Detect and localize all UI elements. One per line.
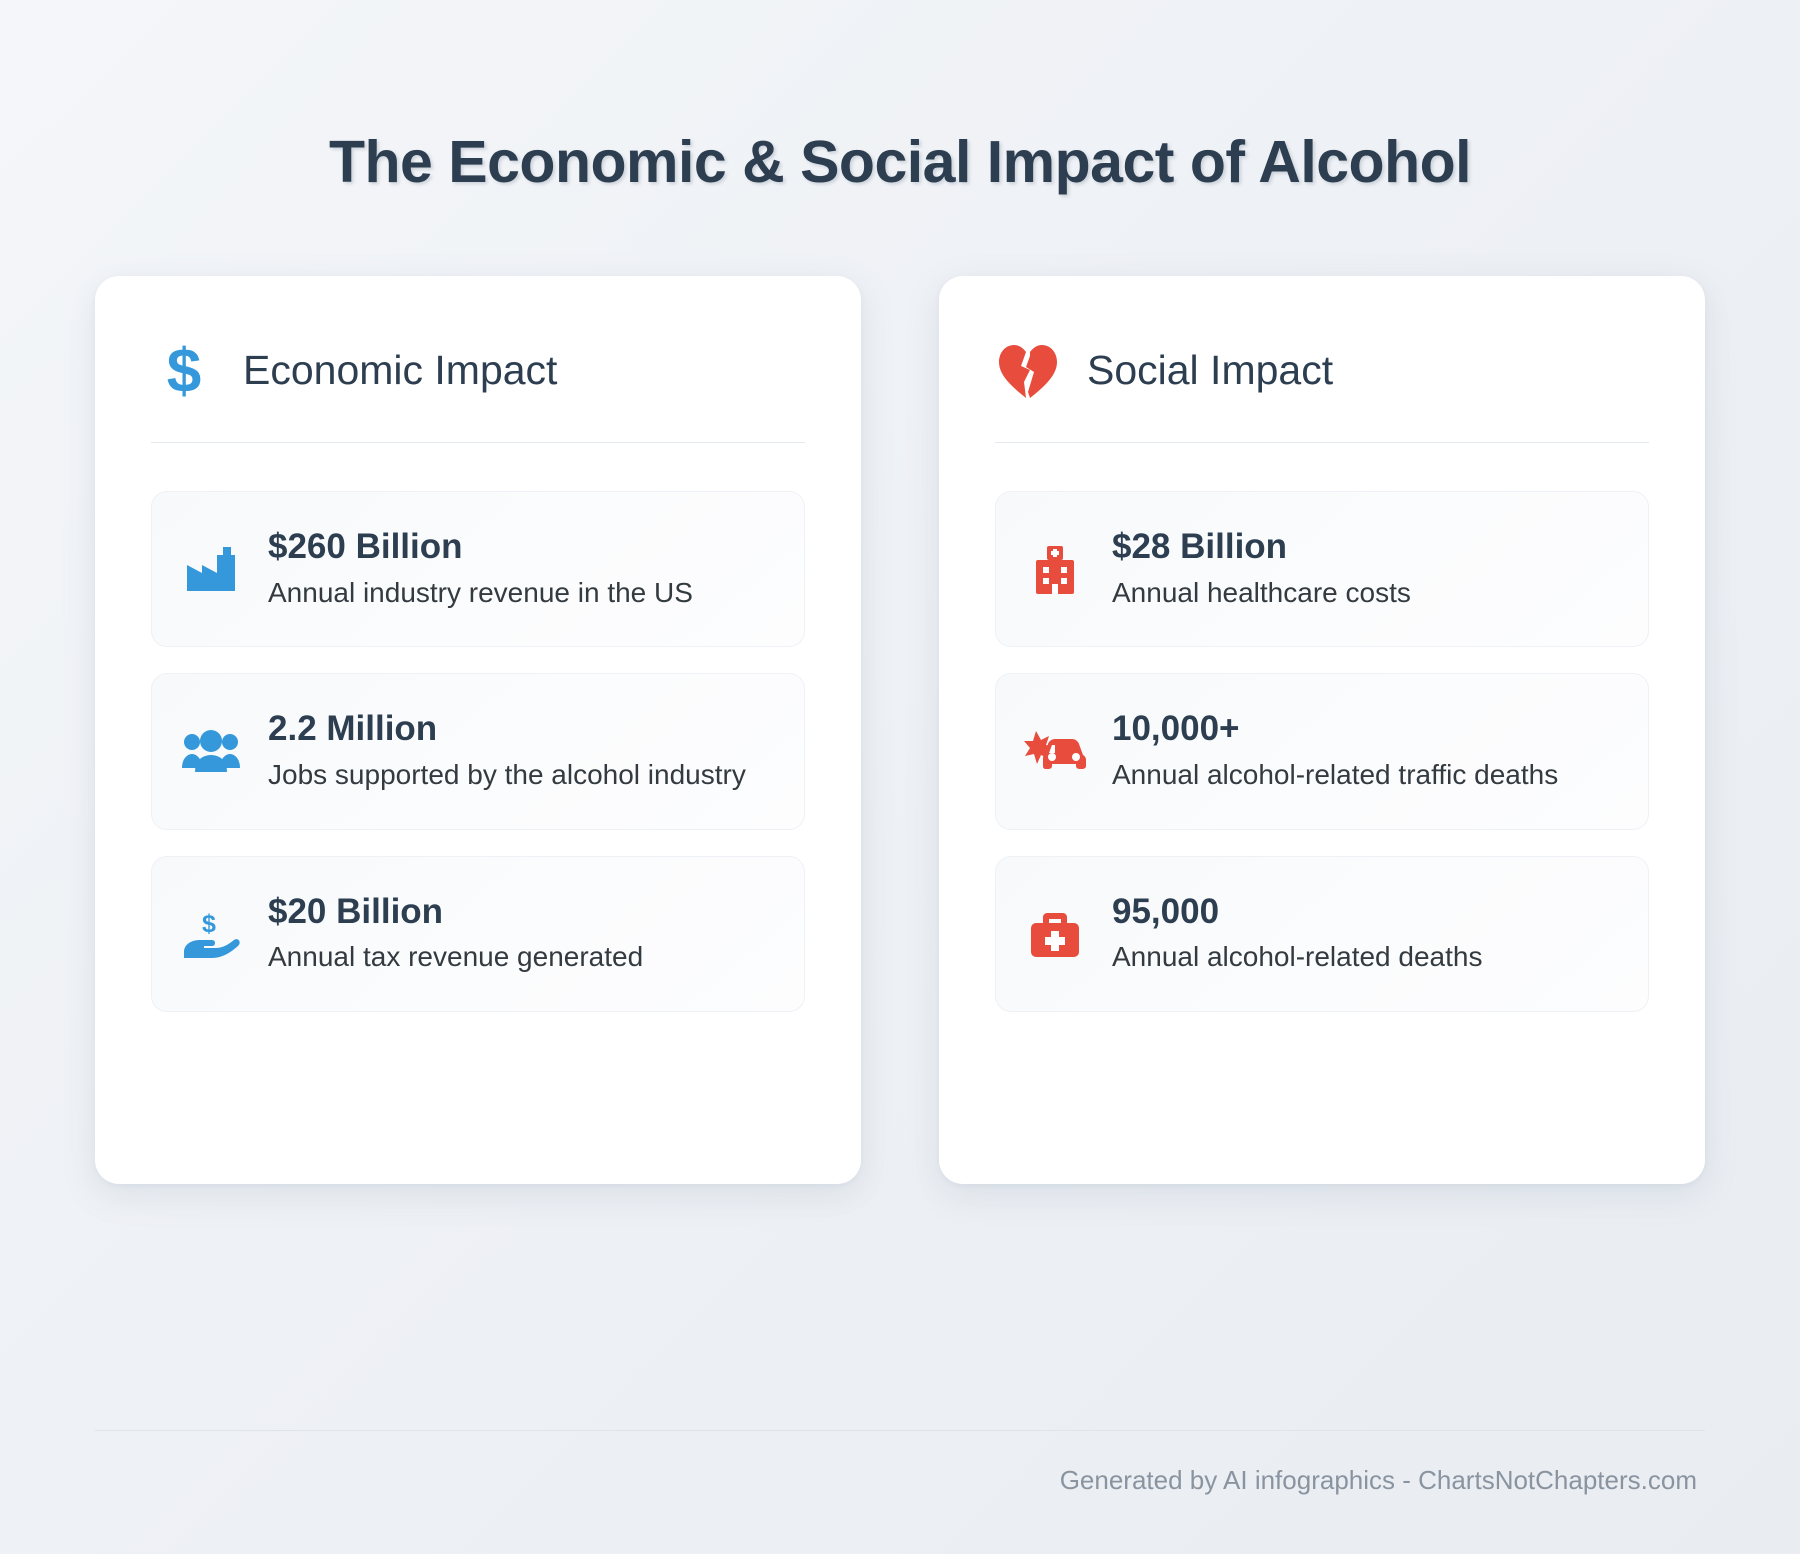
economic-card-header: $ Economic Impact xyxy=(151,328,805,402)
dollar-sign-icon: $ xyxy=(153,340,215,402)
stat-body: 10,000+ Annual alcohol-related traffic d… xyxy=(1112,708,1614,794)
car-crash-icon xyxy=(1024,720,1086,782)
stat-item: 10,000+ Annual alcohol-related traffic d… xyxy=(995,673,1649,830)
stat-body: $28 Billion Annual healthcare costs xyxy=(1112,526,1614,612)
stat-label: Annual industry revenue in the US xyxy=(268,576,693,608)
economic-impact-card: $ Economic Impact $260 Billion Annual in… xyxy=(95,276,861,1184)
stat-item: 95,000 Annual alcohol-related deaths xyxy=(995,855,1649,1012)
svg-text:$: $ xyxy=(167,340,201,402)
social-card-divider xyxy=(995,442,1649,443)
users-group-icon xyxy=(180,720,242,782)
stat-body: 2.2 Million Jobs supported by the alcoho… xyxy=(268,708,770,794)
social-card-header: Social Impact xyxy=(995,328,1649,402)
stat-value: $260 Billion xyxy=(268,527,463,566)
stat-label: Annual alcohol-related traffic deaths xyxy=(1112,759,1559,790)
stat-value: 2.2 Million xyxy=(268,709,438,749)
stat-item: $ $20 Billion Annual tax revenue generat… xyxy=(151,855,805,1012)
stat-body: $260 Billion Annual industry revenue in … xyxy=(268,526,770,612)
impact-columns: $ Economic Impact $260 Billion Annual in… xyxy=(95,276,1705,1184)
stat-label: Annual alcohol-related deaths xyxy=(1112,941,1483,973)
social-card-title: Social Impact xyxy=(1087,347,1334,394)
stat-label: Jobs supported by the alcohol industry xyxy=(268,759,746,790)
social-stat-list: $28 Billion Annual healthcare costs xyxy=(995,491,1649,1012)
economic-card-divider xyxy=(151,442,805,443)
medical-kit-icon xyxy=(1024,903,1086,965)
hand-holding-dollar-icon: $ xyxy=(180,903,242,965)
stat-item: $260 Billion Annual industry revenue in … xyxy=(151,491,805,648)
stat-label: Annual healthcare costs xyxy=(1112,576,1411,608)
stat-body: 95,000 Annual alcohol-related deaths xyxy=(1112,891,1614,977)
stat-value: 10,000+ xyxy=(1112,709,1240,749)
economic-card-title: Economic Impact xyxy=(243,347,558,394)
stat-item: 2.2 Million Jobs supported by the alcoho… xyxy=(151,673,805,830)
stat-body: $20 Billion Annual tax revenue generated xyxy=(268,891,770,977)
page-title: The Economic & Social Impact of Alcohol xyxy=(328,129,1472,195)
footer: Generated by AI infographics - ChartsNot… xyxy=(95,1430,1705,1554)
hospital-icon xyxy=(1024,538,1086,600)
stat-value: 95,000 xyxy=(1112,891,1220,931)
svg-text:$: $ xyxy=(202,910,216,938)
stat-value: $20 Billion xyxy=(268,891,444,931)
stat-label: Annual tax revenue generated xyxy=(268,941,644,973)
stat-item: $28 Billion Annual healthcare costs xyxy=(995,491,1649,648)
stat-value: $28 Billion xyxy=(1112,527,1288,566)
factory-icon xyxy=(180,538,242,600)
footer-divider xyxy=(95,1430,1705,1431)
footer-credit: Generated by AI infographics - ChartsNot… xyxy=(1059,1465,1697,1495)
economic-stat-list: $260 Billion Annual industry revenue in … xyxy=(151,491,805,1012)
broken-heart-icon xyxy=(997,340,1059,402)
social-impact-card: Social Impact xyxy=(939,276,1705,1184)
title-section: The Economic & Social Impact of Alcohol xyxy=(95,0,1705,206)
